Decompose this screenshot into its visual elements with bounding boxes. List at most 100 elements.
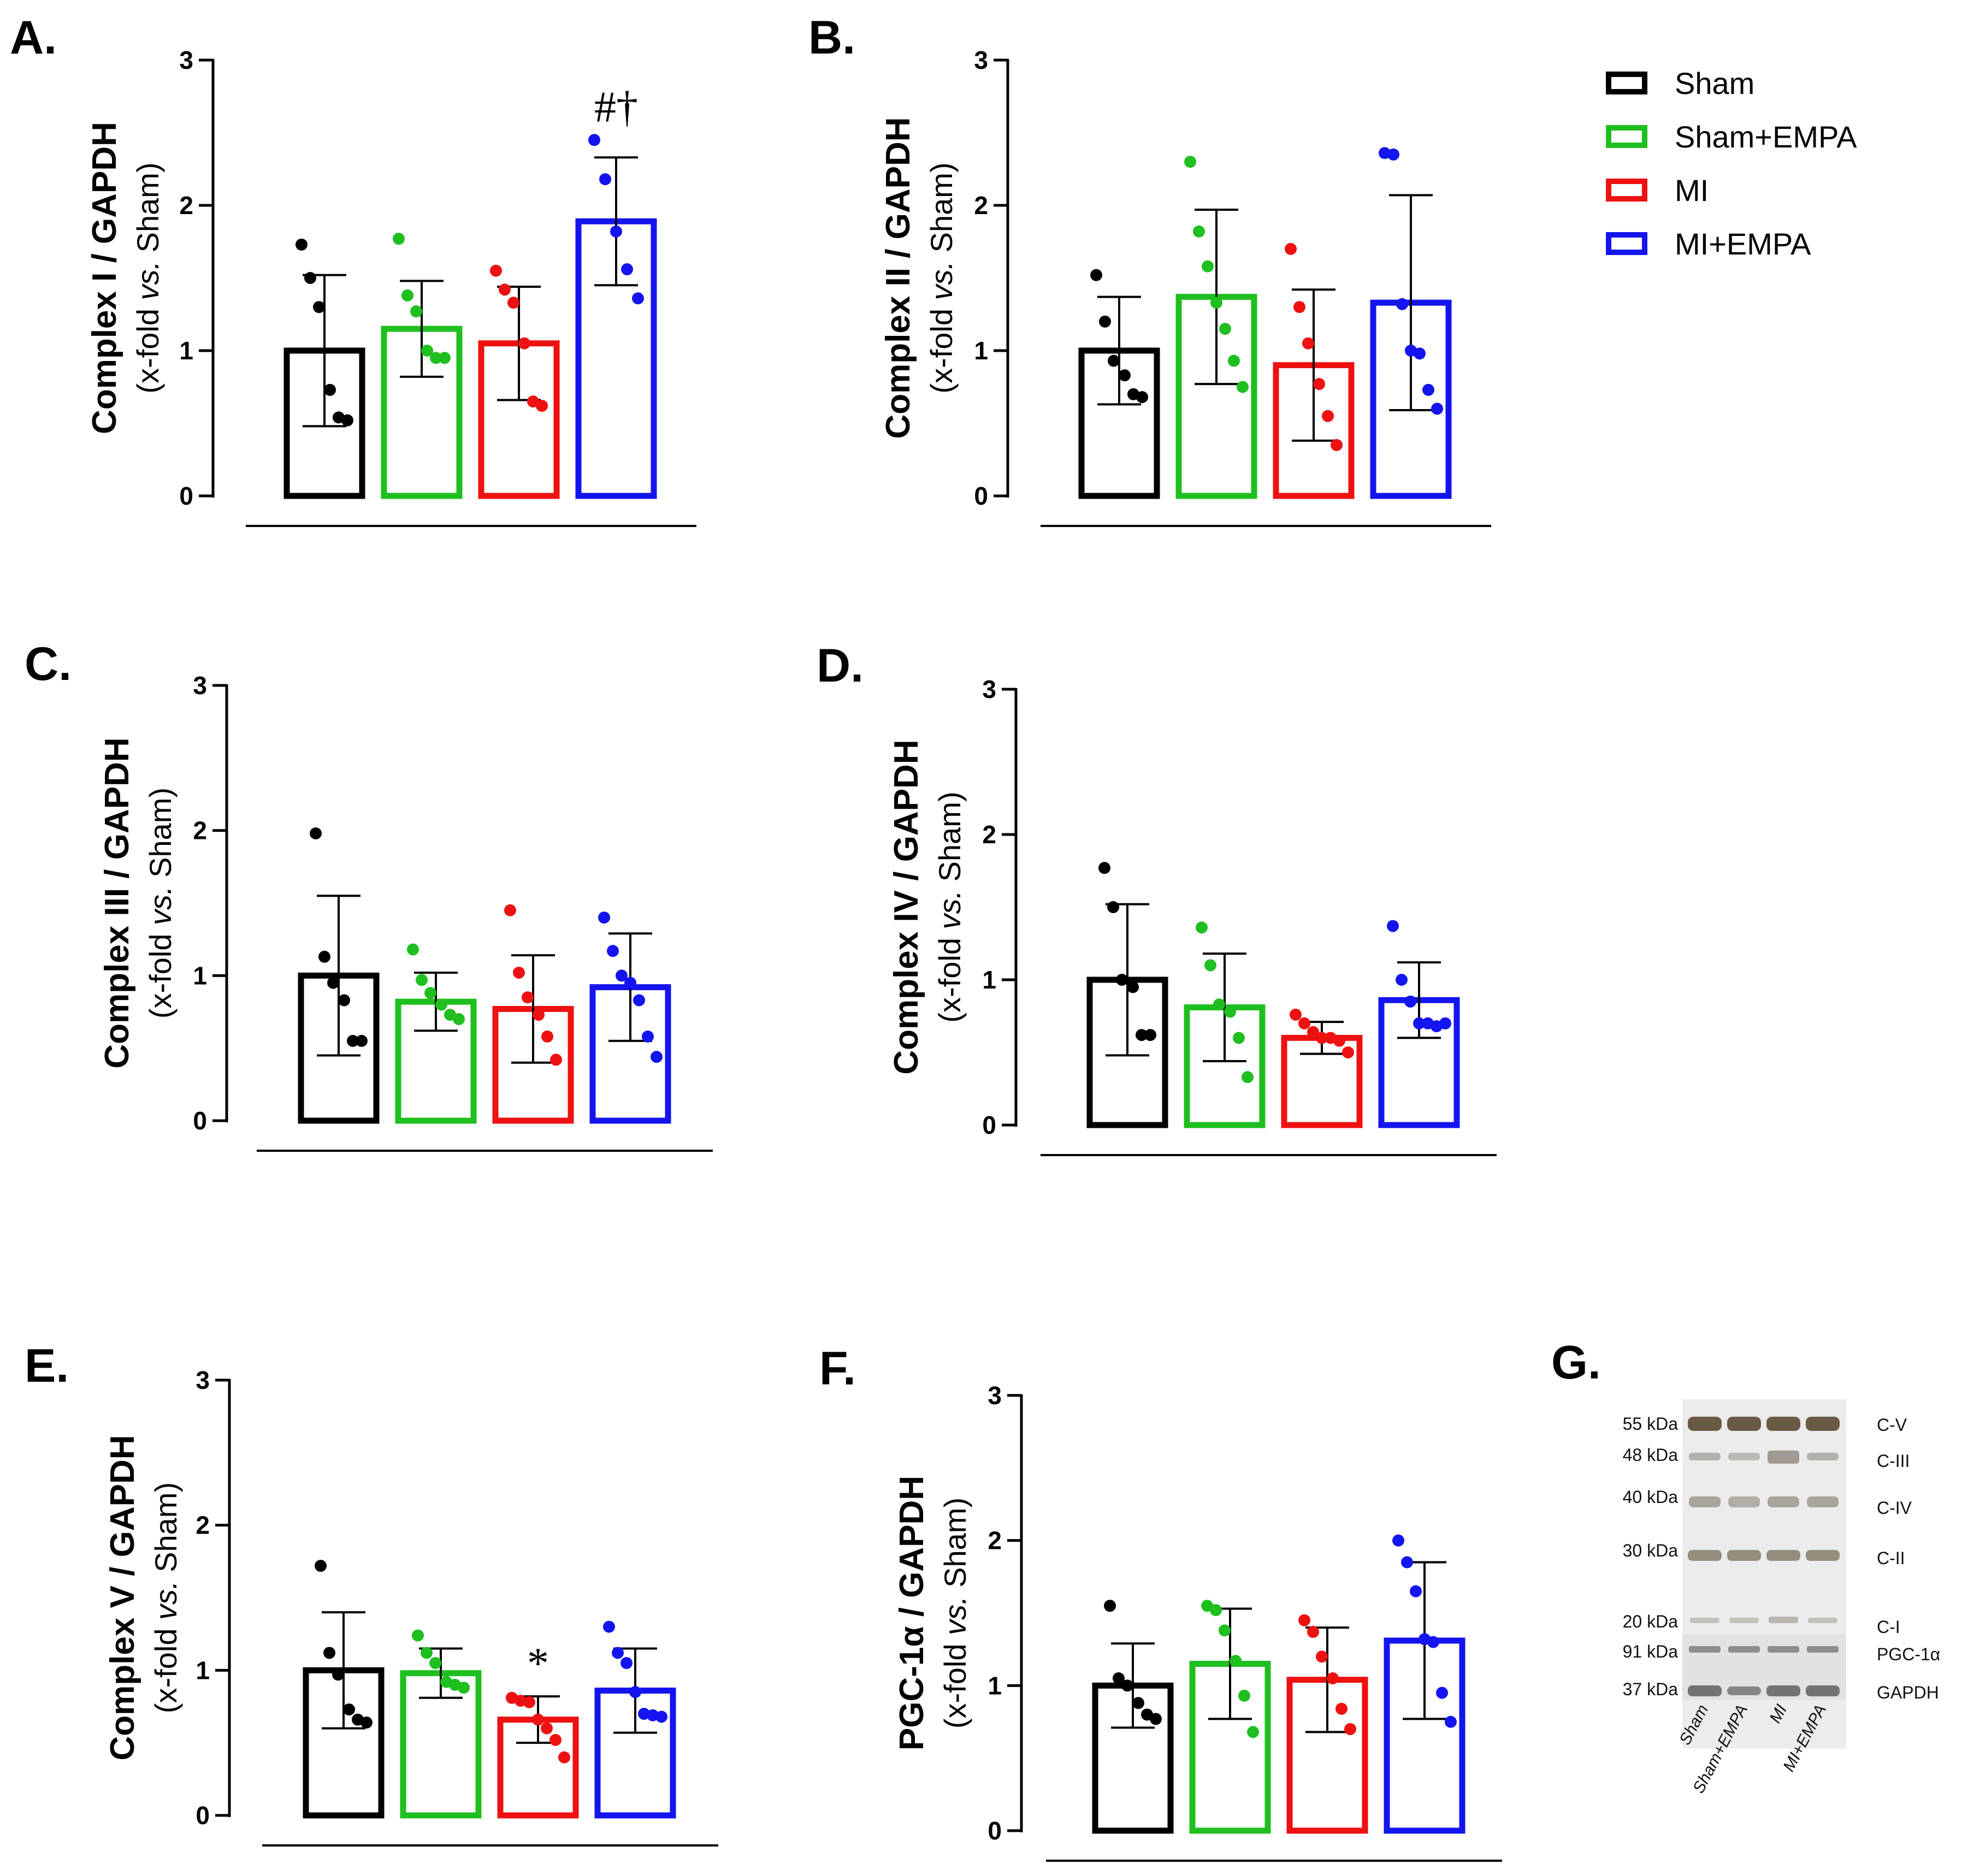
- band-c-iii: [1689, 1451, 1839, 1464]
- data-point: [588, 134, 600, 146]
- band-label: C-III: [1877, 1451, 1910, 1471]
- data-point: [1342, 1046, 1354, 1058]
- panel-letter: A.: [10, 11, 57, 64]
- data-point: [315, 1560, 327, 1572]
- data-point: [435, 998, 447, 1011]
- data-point: [1414, 347, 1426, 360]
- marker-label: 30 kDa: [1623, 1541, 1679, 1560]
- data-point: [599, 173, 611, 186]
- data-point: [541, 1722, 553, 1735]
- data-point: [518, 337, 530, 350]
- y-tick-label: 2: [179, 191, 193, 220]
- marker-label: 91 kDa: [1623, 1642, 1679, 1661]
- y-tick-label: 2: [982, 820, 996, 849]
- data-point: [1392, 1534, 1404, 1547]
- data-point: [490, 264, 502, 277]
- data-point: [1316, 1650, 1328, 1663]
- band-c-iv: [1689, 1496, 1839, 1507]
- marker-label: 55 kDa: [1623, 1414, 1679, 1434]
- panel-letter: D.: [817, 640, 864, 692]
- data-point: [324, 383, 336, 396]
- y-axis-subtitle: (x-fold vs. Sham): [932, 791, 967, 1022]
- data-point: [1224, 1005, 1236, 1018]
- data-point: [439, 352, 451, 364]
- legend-item-mi-empa: MI+EMPA: [1606, 227, 1811, 261]
- y-tick-label: 0: [974, 482, 988, 510]
- data-point: [401, 289, 413, 301]
- data-point: [1136, 391, 1148, 404]
- y-subtitle-italic: vs.: [938, 1596, 972, 1635]
- legend-item-sham-empa: Sham+EMPA: [1606, 120, 1857, 154]
- data-point: [1427, 1636, 1439, 1648]
- data-point: [1387, 148, 1399, 161]
- data-point: [1108, 354, 1120, 367]
- band-c-i: [1690, 1617, 1837, 1623]
- y-subtitle-italic: vs.: [131, 261, 165, 300]
- y-tick-label: 0: [196, 1801, 210, 1830]
- y-subtitle-italic: vs.: [932, 890, 967, 930]
- data-point: [633, 994, 645, 1007]
- data-point: [1396, 974, 1408, 986]
- data-point: [1322, 410, 1334, 422]
- data-point: [1237, 381, 1249, 393]
- data-point: [338, 994, 350, 1007]
- data-point: [1219, 323, 1231, 335]
- data-point: [598, 912, 610, 924]
- band-pgc-1a: [1689, 1646, 1839, 1653]
- y-subtitle-part: (x-fold: [149, 1620, 183, 1713]
- significance-marker: #†: [594, 83, 638, 131]
- bar-mi-empa: [575, 218, 657, 499]
- data-point: [499, 283, 511, 296]
- y-tick-label: 3: [179, 46, 193, 74]
- data-point: [1333, 1034, 1345, 1047]
- western-blot-panel: G.: [1551, 1336, 1940, 1796]
- data-point: [341, 414, 353, 427]
- y-axis-subtitle: (x-fold vs. Sham): [938, 1498, 972, 1729]
- marker-label: 20 kDa: [1623, 1612, 1679, 1631]
- panel-letter: F.: [819, 1342, 856, 1395]
- y-tick-label: 1: [982, 966, 996, 994]
- data-point: [1107, 901, 1119, 913]
- data-point: [1436, 1686, 1448, 1699]
- y-tick-label: 1: [988, 1671, 1002, 1700]
- data-point: [1121, 1679, 1133, 1692]
- data-point: [522, 991, 534, 1004]
- band-c-v: [1688, 1417, 1840, 1431]
- data-point: [1313, 378, 1325, 390]
- data-point: [504, 904, 516, 916]
- y-tick-label: 1: [196, 1656, 210, 1684]
- data-point: [1099, 315, 1111, 328]
- data-point: [541, 1030, 553, 1043]
- data-point: [558, 1751, 570, 1763]
- chart-panel-b: B. 0 1 2 3 Complex II / GAPDH (x-fold vs. Sham…: [808, 11, 1491, 527]
- data-point: [407, 943, 419, 956]
- y-axis-subtitle: (x-fold vs. Sham): [149, 1482, 183, 1713]
- data-point: [523, 1696, 535, 1708]
- data-point: [655, 1711, 667, 1723]
- data-point: [1344, 1723, 1356, 1736]
- chart-panel-f: F. 0 1 2 3 PGC-1α / GAPDH (x-fold vs. Sham): [819, 1342, 1502, 1862]
- data-point: [1439, 1017, 1451, 1029]
- data-point: [1387, 920, 1399, 932]
- data-point: [296, 238, 308, 251]
- data-point: [1196, 921, 1208, 934]
- data-point: [612, 1647, 624, 1659]
- y-axis-subtitle: (x-fold vs. Sham): [924, 162, 959, 393]
- bar-sham-empa: [1184, 1004, 1266, 1128]
- band-c-ii: [1688, 1550, 1840, 1561]
- data-point: [1422, 383, 1434, 396]
- panel-letter: B.: [808, 11, 855, 64]
- data-point: [1247, 1726, 1259, 1738]
- data-point: [629, 1686, 641, 1699]
- y-subtitle-italic: vs.: [924, 261, 959, 300]
- legend-swatch-mi: [1606, 179, 1647, 202]
- panel-letter: E.: [25, 1340, 69, 1392]
- data-point: [410, 305, 422, 318]
- data-point: [458, 1682, 470, 1694]
- band-label: PGC-1α: [1877, 1644, 1940, 1664]
- y-tick-label: 1: [193, 961, 207, 990]
- y-tick-label: 0: [179, 482, 193, 510]
- y-subtitle-part: (x-fold: [143, 925, 178, 1019]
- band-label: C-II: [1877, 1548, 1905, 1568]
